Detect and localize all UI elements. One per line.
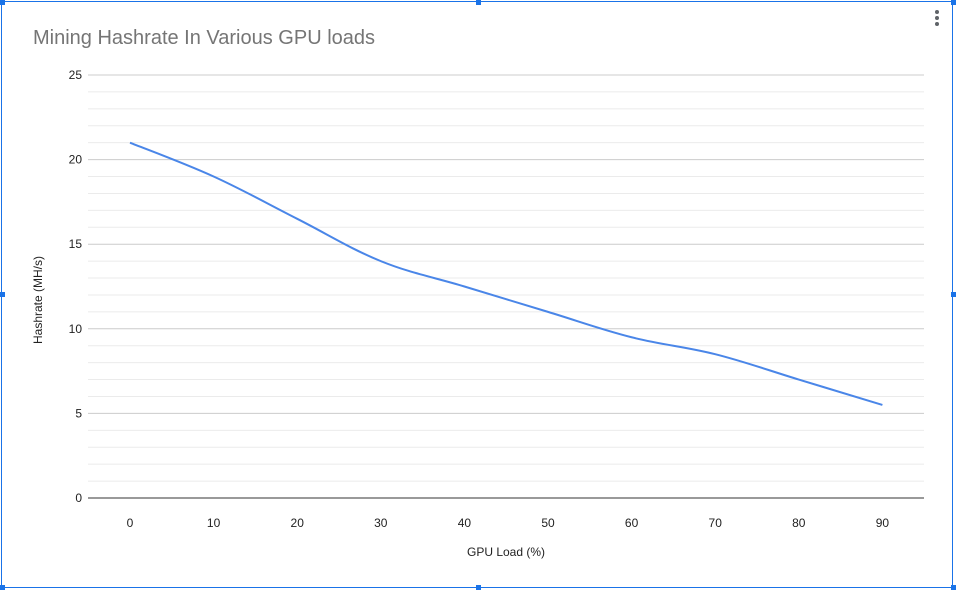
chart-title: Mining Hashrate In Various GPU loads (33, 27, 376, 49)
x-tick-label: 10 (207, 516, 221, 530)
x-tick-label: 60 (625, 516, 639, 530)
y-tick-label: 20 (69, 153, 83, 167)
y-axis-label: Hashrate (MH/s) (31, 256, 45, 344)
y-tick-label: 5 (75, 406, 82, 420)
more-vert-icon[interactable] (930, 8, 944, 28)
x-tick-label: 90 (876, 516, 890, 530)
major-gridlines (88, 74, 924, 414)
x-tick-label: 30 (374, 516, 388, 530)
x-tick-label: 20 (291, 516, 305, 530)
resize-handle-top-right[interactable] (951, 0, 956, 5)
x-tick-label: 80 (792, 516, 806, 530)
y-tick-label: 10 (69, 322, 83, 336)
y-tick-label: 15 (69, 237, 83, 251)
resize-handle-right[interactable] (951, 292, 956, 297)
minor-gridlines (88, 91, 924, 482)
x-tick-label: 50 (541, 516, 555, 530)
resize-handle-top[interactable] (476, 0, 481, 5)
y-tick-labels: 0 5 10 15 20 25 (69, 68, 83, 505)
resize-handle-bottom-right[interactable] (951, 585, 956, 590)
resize-handle-bottom-left[interactable] (0, 585, 5, 590)
x-axis-label: GPU Load (%) (467, 545, 545, 559)
x-tick-labels: 0 10 20 30 40 50 60 70 80 90 (127, 516, 890, 530)
series-line (129, 141, 883, 406)
resize-handle-top-left[interactable] (0, 0, 5, 5)
resize-handle-bottom[interactable] (476, 585, 481, 590)
resize-handle-left[interactable] (0, 292, 5, 297)
y-tick-label: 0 (75, 491, 82, 505)
x-tick-label: 70 (709, 516, 723, 530)
y-tick-label: 25 (69, 68, 83, 82)
x-tick-label: 0 (127, 516, 134, 530)
x-tick-label: 40 (458, 516, 472, 530)
